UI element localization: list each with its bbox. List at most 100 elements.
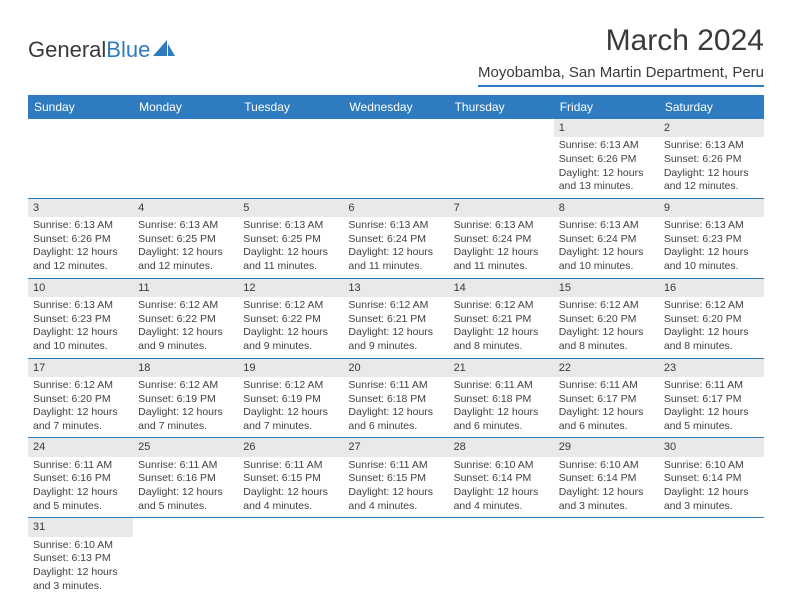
day-day: Daylight: 12 hours and 7 minutes. (243, 406, 338, 433)
day-cell: 17Sunrise: 6:12 AMSunset: 6:20 PMDayligh… (28, 359, 133, 438)
day-number: 16 (659, 279, 764, 297)
day-sunrise: Sunrise: 6:11 AM (138, 459, 233, 473)
day-day: Daylight: 12 hours and 12 minutes. (138, 246, 233, 273)
day-day: Daylight: 12 hours and 8 minutes. (664, 326, 759, 353)
day-sunrise: Sunrise: 6:11 AM (559, 379, 654, 393)
day-sunrise: Sunrise: 6:13 AM (33, 219, 128, 233)
week-row: 3Sunrise: 6:13 AMSunset: 6:26 PMDaylight… (28, 199, 764, 279)
dayname: Saturday (659, 95, 764, 119)
dayname: Friday (554, 95, 659, 119)
day-number: 28 (449, 438, 554, 456)
day-cell: 13Sunrise: 6:12 AMSunset: 6:21 PMDayligh… (343, 279, 448, 358)
day-day: Daylight: 12 hours and 8 minutes. (559, 326, 654, 353)
day-number: 9 (659, 199, 764, 217)
day-number: 13 (343, 279, 448, 297)
day-sunrise: Sunrise: 6:13 AM (243, 219, 338, 233)
day-day: Daylight: 12 hours and 11 minutes. (454, 246, 549, 273)
day-body: Sunrise: 6:11 AMSunset: 6:17 PMDaylight:… (554, 377, 659, 438)
day-body: Sunrise: 6:13 AMSunset: 6:26 PMDaylight:… (659, 137, 764, 198)
day-body: Sunrise: 6:13 AMSunset: 6:25 PMDaylight:… (133, 217, 238, 278)
day-day: Daylight: 12 hours and 4 minutes. (454, 486, 549, 513)
day-sunset: Sunset: 6:19 PM (243, 393, 338, 407)
day-sunset: Sunset: 6:24 PM (559, 233, 654, 247)
day-sunset: Sunset: 6:25 PM (243, 233, 338, 247)
day-cell (343, 518, 448, 597)
logo-text-a: General (28, 37, 106, 63)
day-body: Sunrise: 6:12 AMSunset: 6:22 PMDaylight:… (133, 297, 238, 358)
day-sunrise: Sunrise: 6:13 AM (138, 219, 233, 233)
day-sunset: Sunset: 6:13 PM (33, 552, 128, 566)
logo-sail-icon (153, 36, 175, 62)
day-day: Daylight: 12 hours and 6 minutes. (348, 406, 443, 433)
day-day: Daylight: 12 hours and 10 minutes. (33, 326, 128, 353)
day-cell (238, 518, 343, 597)
day-sunset: Sunset: 6:21 PM (348, 313, 443, 327)
day-body: Sunrise: 6:13 AMSunset: 6:23 PMDaylight:… (28, 297, 133, 358)
day-cell: 28Sunrise: 6:10 AMSunset: 6:14 PMDayligh… (449, 438, 554, 517)
day-cell: 10Sunrise: 6:13 AMSunset: 6:23 PMDayligh… (28, 279, 133, 358)
day-cell: 31Sunrise: 6:10 AMSunset: 6:13 PMDayligh… (28, 518, 133, 597)
day-sunset: Sunset: 6:17 PM (664, 393, 759, 407)
day-number: 1 (554, 119, 659, 137)
day-number: 5 (238, 199, 343, 217)
day-cell: 18Sunrise: 6:12 AMSunset: 6:19 PMDayligh… (133, 359, 238, 438)
day-number: 30 (659, 438, 764, 456)
day-sunrise: Sunrise: 6:10 AM (559, 459, 654, 473)
day-cell: 24Sunrise: 6:11 AMSunset: 6:16 PMDayligh… (28, 438, 133, 517)
day-number: 4 (133, 199, 238, 217)
day-cell: 8Sunrise: 6:13 AMSunset: 6:24 PMDaylight… (554, 199, 659, 278)
day-day: Daylight: 12 hours and 7 minutes. (138, 406, 233, 433)
dayname: Wednesday (343, 95, 448, 119)
day-day: Daylight: 12 hours and 9 minutes. (348, 326, 443, 353)
day-cell (343, 119, 448, 198)
location: Moyobamba, San Martin Department, Peru (478, 64, 764, 87)
day-sunset: Sunset: 6:26 PM (559, 153, 654, 167)
day-day: Daylight: 12 hours and 10 minutes. (664, 246, 759, 273)
day-day: Daylight: 12 hours and 5 minutes. (33, 486, 128, 513)
day-body: Sunrise: 6:12 AMSunset: 6:22 PMDaylight:… (238, 297, 343, 358)
day-number: 26 (238, 438, 343, 456)
day-day: Daylight: 12 hours and 3 minutes. (33, 566, 128, 593)
day-cell (659, 518, 764, 597)
day-day: Daylight: 12 hours and 10 minutes. (559, 246, 654, 273)
day-sunset: Sunset: 6:22 PM (243, 313, 338, 327)
day-number: 25 (133, 438, 238, 456)
day-body: Sunrise: 6:11 AMSunset: 6:18 PMDaylight:… (343, 377, 448, 438)
day-sunrise: Sunrise: 6:13 AM (664, 139, 759, 153)
day-sunset: Sunset: 6:20 PM (559, 313, 654, 327)
day-number: 17 (28, 359, 133, 377)
day-sunset: Sunset: 6:15 PM (348, 472, 443, 486)
day-body: Sunrise: 6:12 AMSunset: 6:19 PMDaylight:… (133, 377, 238, 438)
day-cell: 1Sunrise: 6:13 AMSunset: 6:26 PMDaylight… (554, 119, 659, 198)
day-number: 11 (133, 279, 238, 297)
day-body: Sunrise: 6:12 AMSunset: 6:20 PMDaylight:… (659, 297, 764, 358)
day-cell: 3Sunrise: 6:13 AMSunset: 6:26 PMDaylight… (28, 199, 133, 278)
day-sunrise: Sunrise: 6:10 AM (664, 459, 759, 473)
day-sunset: Sunset: 6:14 PM (454, 472, 549, 486)
day-body: Sunrise: 6:13 AMSunset: 6:23 PMDaylight:… (659, 217, 764, 278)
day-number: 20 (343, 359, 448, 377)
day-sunrise: Sunrise: 6:11 AM (454, 379, 549, 393)
day-sunset: Sunset: 6:23 PM (33, 313, 128, 327)
day-cell: 19Sunrise: 6:12 AMSunset: 6:19 PMDayligh… (238, 359, 343, 438)
day-day: Daylight: 12 hours and 4 minutes. (243, 486, 338, 513)
day-body: Sunrise: 6:12 AMSunset: 6:21 PMDaylight:… (343, 297, 448, 358)
day-sunset: Sunset: 6:24 PM (348, 233, 443, 247)
day-sunset: Sunset: 6:24 PM (454, 233, 549, 247)
day-sunset: Sunset: 6:14 PM (664, 472, 759, 486)
dayname-row: SundayMondayTuesdayWednesdayThursdayFrid… (28, 95, 764, 119)
day-cell: 2Sunrise: 6:13 AMSunset: 6:26 PMDaylight… (659, 119, 764, 198)
day-day: Daylight: 12 hours and 3 minutes. (664, 486, 759, 513)
day-sunrise: Sunrise: 6:13 AM (454, 219, 549, 233)
day-body: Sunrise: 6:13 AMSunset: 6:24 PMDaylight:… (343, 217, 448, 278)
day-cell: 7Sunrise: 6:13 AMSunset: 6:24 PMDaylight… (449, 199, 554, 278)
dayname: Tuesday (238, 95, 343, 119)
day-sunset: Sunset: 6:18 PM (454, 393, 549, 407)
day-sunrise: Sunrise: 6:12 AM (243, 299, 338, 313)
day-sunrise: Sunrise: 6:12 AM (454, 299, 549, 313)
day-cell: 15Sunrise: 6:12 AMSunset: 6:20 PMDayligh… (554, 279, 659, 358)
day-body: Sunrise: 6:13 AMSunset: 6:25 PMDaylight:… (238, 217, 343, 278)
day-cell (449, 119, 554, 198)
day-sunset: Sunset: 6:15 PM (243, 472, 338, 486)
day-number: 15 (554, 279, 659, 297)
